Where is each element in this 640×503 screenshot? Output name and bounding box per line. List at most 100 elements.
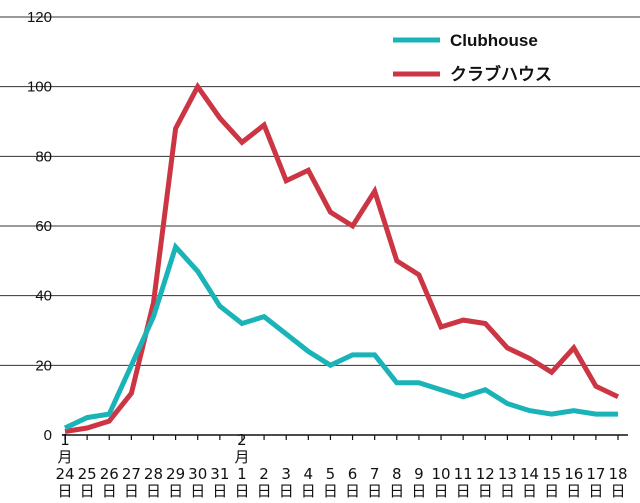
x-tick-label-line: 10 <box>431 465 450 483</box>
x-tick-label: 5日 <box>323 465 338 500</box>
x-tick-label-line: 日 <box>456 482 471 500</box>
x-tick-label-line: 25 <box>78 465 97 483</box>
x-tick-label-line: 6 <box>348 465 358 483</box>
y-tick-label: 20 <box>35 357 52 374</box>
series-line-1 <box>64 81 620 434</box>
x-tick-label-line: 18 <box>608 465 627 483</box>
legend-label: クラブハウス <box>450 64 552 84</box>
x-tick-label-line: 日 <box>146 482 161 500</box>
y-tick-label: 0 <box>44 427 52 444</box>
x-tick-label: 31日 <box>210 465 229 500</box>
x-tick-label-line: 日 <box>566 482 581 500</box>
x-tick-label-line: 8 <box>392 465 402 483</box>
y-tick-label: 100 <box>27 79 52 96</box>
x-tick-label-line: 日 <box>345 482 360 500</box>
x-tick-label: 8日 <box>389 465 404 500</box>
x-tick-label-line: 日 <box>544 482 559 500</box>
x-axis-tick-labels: 1月24日25日26日27日28日29日30日31日2月1日2日3日4日5日6日… <box>55 431 627 500</box>
x-tick-label-line: 月 <box>57 448 72 466</box>
x-tick-label-line: 日 <box>257 482 272 500</box>
x-tick-label-line: 日 <box>478 482 493 500</box>
x-tick-label-line: 7 <box>370 465 380 483</box>
x-tick-label: 26日 <box>100 465 119 500</box>
gridlines <box>0 16 640 366</box>
series-lines <box>63 81 620 434</box>
x-tick-label-line: 13 <box>498 465 517 483</box>
x-tick-label: 15日 <box>542 465 561 500</box>
x-tick-label-line: 月 <box>234 448 249 466</box>
x-tick-label: 17日 <box>586 465 605 500</box>
x-tick-label-line: 1 <box>237 465 247 483</box>
y-tick-label: 40 <box>35 288 52 305</box>
x-tick-label-line: 2 <box>259 465 269 483</box>
x-tick-label-line: 日 <box>234 482 249 500</box>
x-tick-label: 13日 <box>498 465 517 500</box>
legend: Clubhouse クラブハウス <box>393 31 552 84</box>
x-tick-label-line: 5 <box>326 465 336 483</box>
x-tick-label-line: 4 <box>304 465 314 483</box>
x-tick-label-line: 27 <box>122 465 141 483</box>
x-tick-label: 28日 <box>144 465 163 500</box>
x-tick-label: 9日 <box>411 465 426 500</box>
x-tick-label-line: 日 <box>190 482 205 500</box>
x-tick-label: 14日 <box>520 465 539 500</box>
x-tick-label-line: 26 <box>100 465 119 483</box>
x-tick-label-line: 日 <box>367 482 382 500</box>
x-tick-label-line: 24 <box>55 465 74 483</box>
x-tick-label-line: 28 <box>144 465 163 483</box>
x-tick-label: 16日 <box>564 465 583 500</box>
x-tick-label-line: 日 <box>500 482 515 500</box>
x-tick-label-line: 日 <box>212 482 227 500</box>
x-tick-label: 4日 <box>301 465 316 500</box>
x-tick-label-line: 2 <box>237 431 247 449</box>
x-tick-label-line: 日 <box>389 482 404 500</box>
x-tick-label-line: 日 <box>610 482 625 500</box>
x-tick-label-line: 日 <box>279 482 294 500</box>
x-tick-label-line: 15 <box>542 465 561 483</box>
x-tick-label: 29日 <box>166 465 185 500</box>
x-tick-label-line: 12 <box>476 465 495 483</box>
y-axis-tick-labels: 0 20 40 60 80 100 120 <box>27 9 52 444</box>
x-tick-label-line: 1 <box>60 431 70 449</box>
x-tick-label-line: 16 <box>564 465 583 483</box>
x-tick-label: 2日 <box>257 465 272 500</box>
x-tick-label: 18日 <box>608 465 627 500</box>
x-tick-label: 3日 <box>279 465 294 500</box>
y-tick-label: 80 <box>35 148 52 165</box>
x-tick-label-line: 30 <box>188 465 207 483</box>
x-tick-label-line: 日 <box>522 482 537 500</box>
x-tick-label-line: 日 <box>57 482 72 500</box>
x-tick-label: 27日 <box>122 465 141 500</box>
x-tick-label-line: 17 <box>586 465 605 483</box>
legend-entry: Clubhouse <box>393 31 538 50</box>
x-axis <box>62 434 628 440</box>
x-tick-label: 7日 <box>367 465 382 500</box>
x-tick-label: 10日 <box>431 465 450 500</box>
legend-label: Clubhouse <box>450 31 538 50</box>
x-tick-label: 11日 <box>454 465 473 500</box>
x-tick-label: 12日 <box>476 465 495 500</box>
x-tick-label-line: 日 <box>588 482 603 500</box>
x-tick-label-line: 日 <box>80 482 95 500</box>
x-tick-label-line: 日 <box>124 482 139 500</box>
x-tick-label-line: 9 <box>414 465 424 483</box>
x-tick-label-line: 29 <box>166 465 185 483</box>
x-tick-label-line: 日 <box>323 482 338 500</box>
x-tick-label-line: 日 <box>434 482 449 500</box>
x-tick-label-line: 日 <box>411 482 426 500</box>
x-tick-label: 30日 <box>188 465 207 500</box>
x-tick-label-line: 日 <box>168 482 183 500</box>
x-tick-label-line: 日 <box>102 482 117 500</box>
x-tick-label-line: 14 <box>520 465 539 483</box>
series-line-0 <box>63 241 618 431</box>
y-tick-label: 120 <box>27 9 52 26</box>
x-tick-label-line: 31 <box>210 465 229 483</box>
y-tick-label: 60 <box>35 218 52 235</box>
x-tick-label: 25日 <box>78 465 97 500</box>
x-tick-label-line: 11 <box>454 465 473 483</box>
x-tick-label: 6日 <box>345 465 360 500</box>
legend-entry: クラブハウス <box>393 64 552 84</box>
